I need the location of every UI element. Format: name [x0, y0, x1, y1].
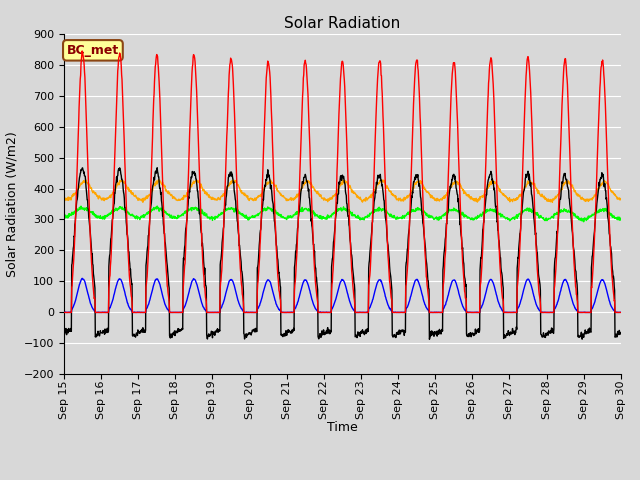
LW_in — [171, 214, 179, 219]
LW_out — [184, 190, 191, 195]
Rnet — [184, 202, 192, 207]
Rnet — [616, 330, 624, 336]
LW_in — [246, 215, 254, 221]
Text: BC_met: BC_met — [67, 44, 119, 57]
SW_in — [246, 310, 254, 315]
SW_in — [184, 180, 192, 186]
Line: SW_in: SW_in — [64, 51, 620, 312]
LW_out — [170, 195, 178, 201]
LW_out — [616, 196, 624, 202]
Rnet — [60, 331, 68, 336]
LW_in — [580, 219, 588, 225]
SW_in — [60, 310, 68, 315]
LW_out — [551, 196, 559, 202]
SW_out — [616, 310, 624, 315]
LW_in — [184, 207, 192, 213]
LW_in — [429, 214, 436, 220]
SW_out — [246, 310, 254, 315]
X-axis label: Time: Time — [327, 421, 358, 434]
SW_in — [502, 310, 509, 315]
Line: Rnet: Rnet — [64, 168, 620, 339]
Line: LW_in: LW_in — [64, 206, 620, 222]
SW_in — [616, 310, 624, 315]
Title: Solar Radiation: Solar Radiation — [284, 16, 401, 31]
SW_out — [171, 310, 179, 315]
Y-axis label: Solar Radiation (W/m2): Solar Radiation (W/m2) — [5, 131, 18, 277]
SW_in — [429, 310, 436, 315]
SW_out — [184, 293, 192, 299]
LW_in — [616, 216, 624, 221]
SW_out — [502, 309, 509, 315]
Line: LW_out: LW_out — [64, 180, 620, 203]
Rnet — [246, 330, 254, 336]
LW_in — [60, 214, 68, 219]
LW_out — [488, 177, 496, 183]
LW_in — [551, 211, 559, 217]
Legend: SW_in, SW_out, LW_in, LW_out, Rnet: SW_in, SW_out, LW_in, LW_out, Rnet — [143, 475, 542, 480]
LW_out — [502, 193, 509, 199]
LW_in — [502, 216, 509, 222]
SW_in — [78, 48, 86, 54]
SW_out — [78, 276, 86, 281]
LW_out — [548, 200, 556, 205]
LW_out — [429, 195, 436, 201]
LW_out — [60, 195, 68, 201]
Rnet — [551, 255, 559, 261]
Rnet — [429, 330, 437, 336]
LW_out — [246, 196, 254, 202]
SW_out — [429, 310, 436, 315]
Rnet — [171, 328, 179, 334]
Line: SW_out: SW_out — [64, 278, 620, 312]
SW_out — [60, 310, 68, 315]
SW_out — [551, 306, 559, 312]
LW_in — [154, 203, 161, 209]
SW_in — [171, 310, 179, 315]
Rnet — [426, 336, 433, 342]
SW_in — [551, 283, 559, 288]
Rnet — [502, 333, 510, 338]
Rnet — [154, 165, 161, 171]
